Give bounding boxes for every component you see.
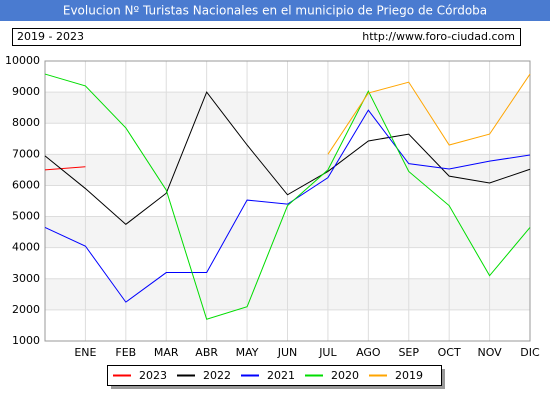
legend-label: 2022 — [203, 369, 231, 382]
x-tick-label: AGO — [356, 346, 381, 359]
title-bar — [0, 0, 550, 21]
y-tick-label: 1000 — [12, 334, 40, 347]
subtitle: 2019 - 2023 — [17, 30, 84, 43]
x-tick-label: MAY — [236, 346, 259, 359]
y-tick-label: 3000 — [12, 272, 40, 285]
y-tick-label: 7000 — [12, 147, 40, 160]
x-tick-label: JUN — [277, 346, 298, 359]
series-line — [44, 109, 531, 303]
x-tick-label: NOV — [477, 346, 502, 359]
y-tick-label: 2000 — [12, 303, 40, 316]
x-tick-label: ENE — [74, 346, 96, 359]
series-line — [327, 73, 531, 155]
y-tick-label: 4000 — [12, 241, 40, 254]
legend — [107, 365, 442, 386]
y-tick-label: 9000 — [12, 85, 40, 98]
series-line — [44, 91, 531, 225]
x-tick-label: OCT — [438, 346, 461, 359]
x-tick-label: SEP — [398, 346, 419, 359]
x-tick-label: DIC — [520, 346, 540, 359]
x-tick-label: FEB — [115, 346, 136, 359]
legend-label: 2020 — [331, 369, 359, 382]
series-line — [44, 73, 531, 320]
x-tick-label: JUL — [318, 346, 337, 359]
plot-frame — [44, 60, 531, 342]
legend-label: 2019 — [395, 369, 423, 382]
chart-title: Evolucion Nº Turistas Nacionales en el m… — [63, 4, 487, 18]
y-tick-label: 8000 — [12, 116, 40, 129]
legend-label: 2023 — [139, 369, 167, 382]
subtitle-box — [12, 28, 521, 46]
x-tick-label: ABR — [195, 346, 218, 359]
y-tick-label: 10000 — [5, 54, 40, 67]
legend-label: 2021 — [267, 369, 295, 382]
y-tick-label: 6000 — [12, 178, 40, 191]
series-line — [44, 166, 86, 171]
y-tick-label: 5000 — [12, 210, 40, 223]
x-tick-label: MAR — [154, 346, 179, 359]
source: http://www.foro-ciudad.com — [362, 30, 515, 43]
